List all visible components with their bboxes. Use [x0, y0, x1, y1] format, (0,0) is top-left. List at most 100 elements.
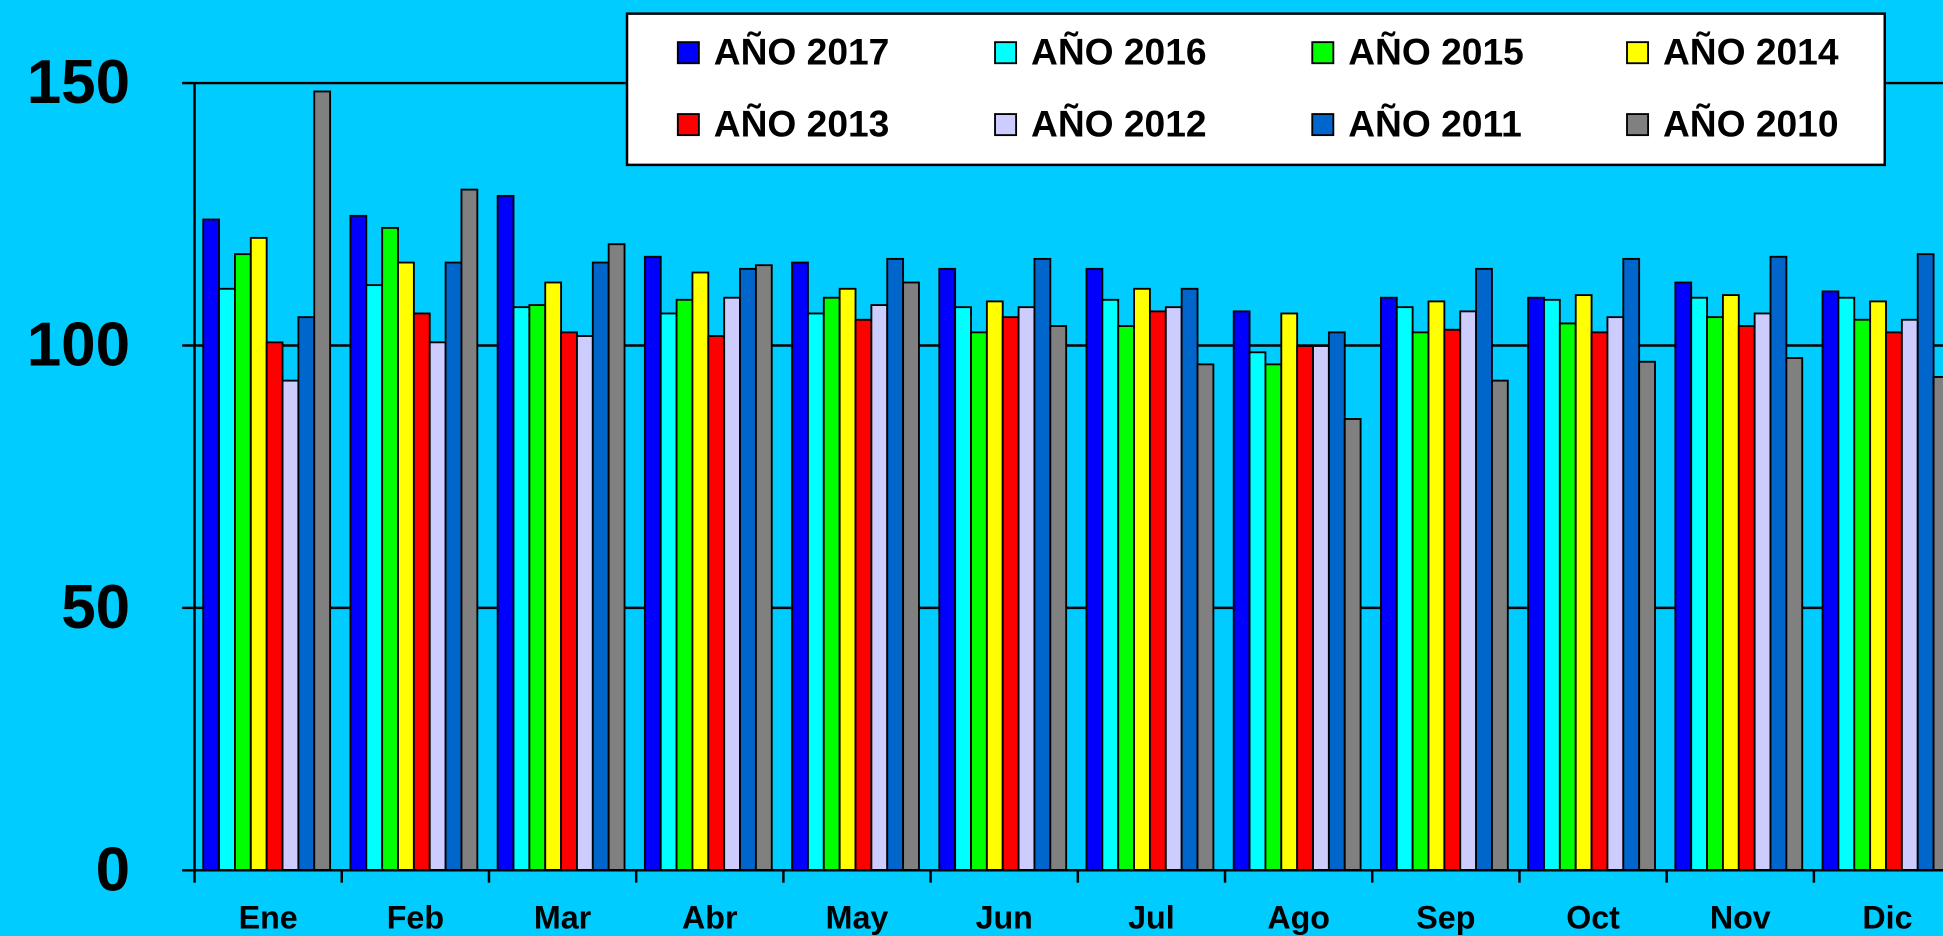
x-tick-label: Abr	[682, 899, 738, 935]
bar	[1853, 318, 1872, 872]
bar	[691, 271, 710, 872]
bar	[807, 312, 825, 872]
bar	[1343, 418, 1362, 872]
bar	[1753, 312, 1772, 872]
bar	[659, 312, 678, 872]
y-tick-label: 150	[27, 48, 130, 117]
bar	[902, 281, 920, 872]
bar	[1590, 331, 1609, 872]
bar	[1427, 300, 1446, 872]
x-tick-label: May	[826, 899, 889, 935]
x-tick-label: Jul	[1128, 899, 1175, 935]
bar	[1622, 257, 1641, 872]
legend-swatch	[994, 41, 1018, 65]
bar	[1395, 306, 1414, 872]
legend-label: AÑO 2013	[714, 102, 890, 144]
bar	[675, 298, 694, 872]
bar	[1527, 296, 1545, 872]
bar	[607, 243, 626, 872]
bar	[1769, 255, 1788, 872]
x-tick-label: Dic	[1862, 899, 1912, 935]
x-tick-label: Nov	[1710, 899, 1771, 935]
legend-label: AÑO 2012	[1031, 102, 1207, 144]
bar	[739, 267, 757, 872]
legend-box	[625, 12, 1886, 167]
legend-swatch	[676, 113, 700, 137]
bar	[528, 304, 547, 872]
bar	[1312, 345, 1330, 872]
bar	[1133, 287, 1151, 872]
bar	[1033, 257, 1052, 872]
legend-label: AÑO 2014	[1663, 30, 1839, 72]
bar	[707, 335, 726, 872]
bar	[954, 306, 972, 872]
legend-swatch	[1311, 41, 1335, 65]
legend-label: AÑO 2017	[714, 30, 890, 72]
bar	[1821, 290, 1840, 872]
legend-swatch	[676, 41, 700, 65]
bar	[496, 194, 515, 872]
bar	[444, 261, 463, 872]
bar	[297, 316, 316, 872]
bar	[365, 284, 384, 872]
bar	[1606, 316, 1625, 872]
legend-label: AÑO 2016	[1031, 30, 1207, 72]
bar	[281, 379, 300, 872]
bar	[822, 296, 841, 872]
x-tick-label: Jun	[976, 899, 1033, 935]
bar	[397, 261, 415, 872]
y-tick-label: 0	[96, 835, 130, 904]
x-tick-label: Oct	[1566, 899, 1620, 935]
bar	[265, 341, 284, 872]
bar	[412, 312, 431, 872]
bar	[1690, 296, 1708, 872]
bar	[970, 331, 988, 872]
bar	[1721, 294, 1740, 872]
bar	[1900, 318, 1919, 872]
bar	[1280, 312, 1299, 872]
bar	[791, 261, 809, 872]
legend: AÑO 2017 AÑO 2016 AÑO 2015 AÑO 2014 AÑO 2013…	[625, 12, 1886, 167]
bar	[1543, 298, 1561, 872]
legend-swatch	[1311, 113, 1335, 137]
bar	[576, 335, 594, 872]
bar	[1638, 360, 1656, 872]
legend-swatch	[1626, 113, 1650, 137]
bar	[1574, 294, 1593, 872]
bar	[349, 214, 368, 872]
bar	[1248, 351, 1267, 872]
bar	[1327, 331, 1346, 872]
bar	[202, 218, 221, 872]
bar	[1785, 357, 1804, 872]
legend-label: AÑO 2015	[1348, 30, 1524, 72]
bar	[591, 261, 610, 872]
x-tick-label: Ago	[1267, 899, 1330, 935]
bar	[1885, 331, 1903, 872]
legend-swatch	[1626, 41, 1650, 65]
bar	[381, 226, 399, 872]
x-tick-label: Ene	[239, 899, 298, 935]
bar	[1101, 298, 1120, 872]
bar	[1049, 325, 1068, 872]
bar	[1916, 253, 1935, 872]
bar	[1706, 316, 1724, 872]
legend-label: AÑO 2011	[1348, 102, 1522, 144]
bar	[754, 264, 773, 872]
bar	[234, 253, 252, 872]
bar	[870, 304, 889, 872]
bar	[1264, 363, 1283, 872]
x-tick-label: Sep	[1416, 899, 1475, 935]
bar	[1379, 296, 1398, 872]
legend-label: AÑO 2010	[1663, 102, 1839, 144]
bar	[1001, 316, 1020, 872]
bar	[1296, 345, 1314, 872]
bar	[1196, 363, 1215, 872]
bar	[1869, 300, 1887, 872]
bar	[1459, 310, 1478, 872]
bar	[218, 287, 236, 872]
bar	[544, 281, 563, 872]
bar	[854, 318, 873, 872]
bar	[1017, 306, 1036, 872]
